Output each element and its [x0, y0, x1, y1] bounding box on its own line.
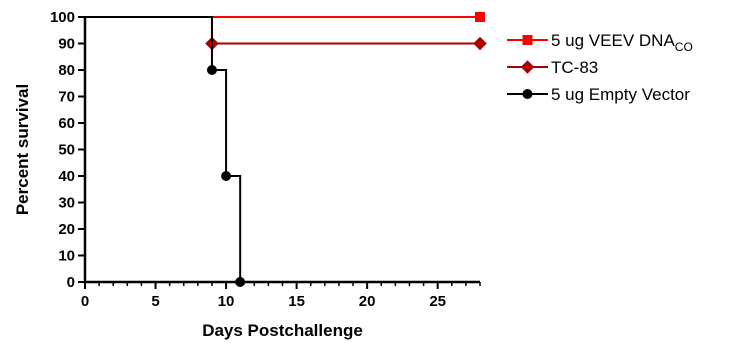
y-tick-label: 10 [58, 248, 75, 265]
series-2 [85, 16, 487, 51]
x-tick-label: 0 [81, 293, 89, 310]
x-ticks: 0 5 10 15 20 25 [81, 282, 481, 310]
legend-label: 5 ug Empty Vector [551, 85, 690, 104]
y-tick-label: 0 [67, 274, 75, 291]
y-tick-label: 70 [58, 89, 75, 106]
y-tick-label: 40 [58, 168, 75, 185]
legend-entry: 5 ug Empty Vector [507, 85, 690, 104]
data-point [522, 35, 533, 45]
data-point [473, 36, 487, 51]
legend-entry: TC-83 [507, 58, 598, 77]
y-tick-label: 80 [58, 62, 75, 79]
data-point [206, 65, 217, 75]
plot-series [85, 12, 487, 287]
legend-entry: 5 ug VEEV DNACO [507, 31, 693, 54]
y-tick-label: 20 [58, 221, 75, 238]
y-tick-label: 30 [58, 195, 75, 212]
legend: 5 ug VEEV DNACO TC-83 5 ug Empty Vector [507, 31, 693, 104]
x-axis-title: Days Postchallenge [202, 321, 363, 340]
legend-label-subscript: CO [675, 40, 693, 54]
data-point [475, 12, 485, 22]
series-line [85, 16, 480, 45]
data-point [221, 171, 232, 181]
y-tick-label: 60 [58, 115, 75, 132]
x-tick-label: 5 [151, 293, 159, 310]
axes [83, 17, 480, 284]
y-tick-label: 50 [58, 142, 75, 159]
x-tick-label: 10 [218, 293, 235, 310]
x-tick-label: 15 [288, 293, 305, 310]
y-ticks: 0 10 20 30 40 50 60 70 80 90 100 [50, 9, 85, 291]
legend-label: 5 ug VEEV DNACO [551, 31, 693, 54]
x-tick-label: 25 [429, 293, 446, 310]
legend-label: TC-83 [551, 58, 598, 77]
y-tick-label: 90 [58, 36, 75, 53]
data-point [520, 60, 535, 74]
x-tick-label: 20 [359, 293, 376, 310]
y-axis-title: Percent survival [13, 84, 32, 215]
series-line [85, 16, 242, 282]
data-point [522, 89, 533, 99]
series-3 [85, 16, 246, 287]
y-tick-label: 100 [50, 9, 75, 26]
